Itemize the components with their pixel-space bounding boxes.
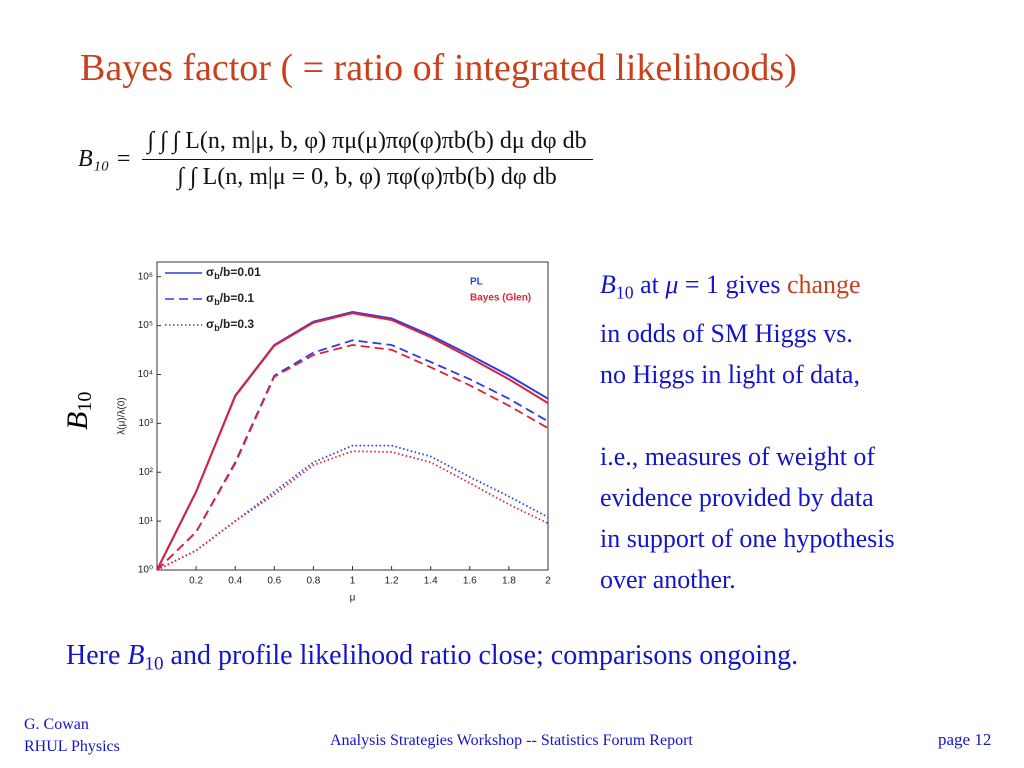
- text-run: no Higgs in light of data,: [600, 360, 860, 390]
- series-line: [156, 344, 549, 571]
- fraction: ∫ ∫ ∫ L(n, m|μ, b, φ) πμ(μ)πφ(φ)πb(b) dμ…: [141, 128, 593, 191]
- y-tick-label: 10³: [139, 418, 154, 429]
- x-tick-label: 0.8: [306, 576, 320, 587]
- x-tick-label: 0.4: [228, 576, 242, 587]
- text-run: and profile likelihood ratio close; comp…: [163, 640, 799, 671]
- series-line: [156, 444, 549, 571]
- page-number: page 12: [938, 730, 992, 749]
- legend-rest: /b=0.01: [220, 265, 261, 279]
- text-run: at: [633, 270, 666, 299]
- y-tick-label: 10²: [139, 467, 154, 478]
- legend-sub: b: [214, 323, 220, 333]
- text-run: i.e., measures of weight of: [600, 442, 876, 472]
- text-run: 10: [615, 282, 634, 303]
- x-tick-label: 1.6: [463, 576, 477, 587]
- footer-left: G. Cowan RHUL Physics: [24, 714, 120, 758]
- paragraph: i.e., measures of weight of evidence prov…: [600, 436, 895, 600]
- y-tick-label: 10¹: [139, 516, 154, 527]
- y-tick-label: 10⁴: [138, 369, 153, 380]
- legend-label: σb/b=0.1: [206, 291, 254, 307]
- side-text: B10 at μ = 1 gives change in odds of SM H…: [600, 264, 895, 641]
- x-tick-label: 0.2: [189, 576, 203, 587]
- x-axis-label: μ: [350, 593, 356, 604]
- text-line: no Higgs in light of data,: [600, 354, 895, 395]
- bottom-text: Here B10 and profile likelihood ratio cl…: [66, 640, 798, 676]
- x-tick-label: 0.6: [267, 576, 281, 587]
- text-run: in odds of SM Higgs vs.: [600, 319, 853, 349]
- legend-rest: /b=0.3: [220, 317, 255, 331]
- x-tick-label: 1.8: [502, 576, 516, 587]
- denominator: ∫ ∫ L(n, m|μ = 0, b, φ) πφ(φ)πb(b) dφ db: [177, 164, 557, 190]
- text-run: change: [786, 270, 861, 299]
- text-run: B: [600, 270, 616, 299]
- text-line: i.e., measures of weight of: [600, 436, 895, 477]
- legend-symbol: σ: [206, 265, 214, 279]
- footer-event: Analysis Strategies Workshop -- Statisti…: [330, 732, 693, 749]
- y-tick-label: 10⁶: [138, 271, 153, 282]
- legend-sub: b: [214, 297, 220, 307]
- legend-sub: b: [214, 271, 220, 281]
- legend-symbol: σ: [206, 291, 214, 305]
- y-axis-label: λ(μ)/λ(0): [117, 397, 128, 434]
- text-run: = 1 gives: [678, 270, 787, 299]
- institution: RHUL Physics: [24, 738, 120, 755]
- text-line: B10 at μ = 1 gives change: [600, 264, 895, 313]
- series-line: [156, 450, 549, 571]
- symbol: B: [61, 412, 94, 430]
- text-run: over another.: [600, 565, 736, 595]
- text-run: μ: [665, 270, 679, 299]
- text-run: Here: [66, 640, 128, 671]
- numerator: ∫ ∫ ∫ L(n, m|μ, b, φ) πμ(μ)πφ(φ)πb(b) dμ…: [141, 128, 593, 160]
- legend-label: Bayes (Glen): [470, 293, 531, 304]
- legend-label: σb/b=0.01: [206, 265, 261, 281]
- text-line: in support of one hypothesis: [600, 518, 895, 559]
- x-tick-label: 1.4: [424, 576, 438, 587]
- x-tick-label: 1.2: [385, 576, 399, 587]
- text-line: in odds of SM Higgs vs.: [600, 313, 895, 354]
- formula-lhs: B₁₀ =: [78, 146, 132, 172]
- author: G. Cowan: [24, 716, 89, 733]
- series-line: [156, 310, 549, 571]
- legend-label: PL: [470, 277, 483, 288]
- paragraph: B10 at μ = 1 gives change in odds of SM H…: [600, 264, 895, 395]
- text-run: 10: [144, 653, 164, 675]
- y-tick-label: 10⁰: [138, 565, 153, 576]
- y-tick-label: 10⁵: [138, 320, 153, 331]
- formula: B₁₀ = ∫ ∫ ∫ L(n, m|μ, b, φ) πμ(μ)πφ(φ)πb…: [78, 128, 593, 191]
- text-run: in support of one hypothesis: [600, 524, 895, 554]
- x-tick-label: 1: [350, 576, 356, 587]
- text-run: evidence provided by data: [600, 483, 874, 513]
- text-line: evidence provided by data: [600, 477, 895, 518]
- legend-rest: /b=0.1: [220, 291, 255, 305]
- legend-label: σb/b=0.3: [206, 317, 254, 333]
- slide-title: Bayes factor ( = ratio of integrated lik…: [80, 47, 797, 89]
- text-run: B: [127, 640, 145, 671]
- outer-axis-label: B10: [61, 392, 96, 430]
- legend-symbol: σ: [206, 317, 214, 331]
- series-line: [156, 339, 549, 571]
- text-line: over another.: [600, 559, 895, 600]
- subscript: 10: [74, 392, 96, 412]
- series-line: [156, 312, 549, 571]
- plot-frame: [156, 261, 549, 571]
- x-tick-label: 2: [545, 576, 551, 587]
